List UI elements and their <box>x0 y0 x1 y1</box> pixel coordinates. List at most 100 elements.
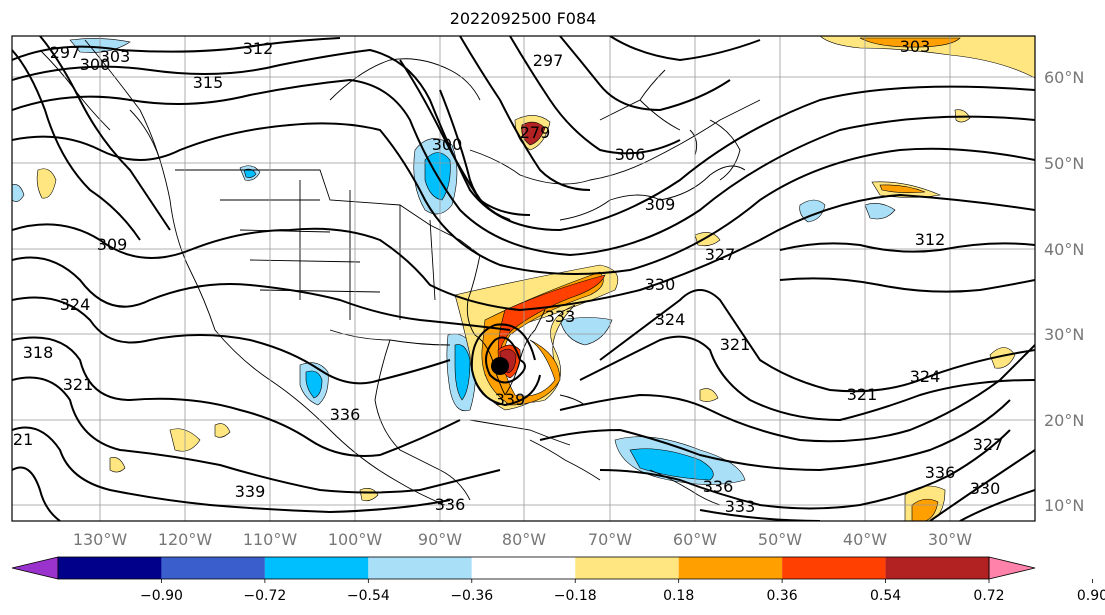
coastline-segment <box>329 58 481 101</box>
contour-line <box>579 335 1035 422</box>
contour-label: 312 <box>915 230 946 249</box>
colorbar-frame <box>57 556 990 580</box>
latitude-labels: 60°N 50°N 40°N 30°N 20°N 10°N <box>1044 68 1084 515</box>
longitude-label: 130°W <box>73 530 128 549</box>
coastline-segment <box>639 99 681 131</box>
contour-line <box>539 399 1011 472</box>
map-frame <box>11 35 1036 522</box>
longitude-label: 60°W <box>673 530 717 549</box>
contour-label: 324 <box>60 295 91 314</box>
anomaly-region <box>694 232 721 247</box>
colorbar-tick-label: 0.90 <box>1077 588 1105 604</box>
contour-line <box>509 36 681 155</box>
anomaly-region <box>629 448 714 481</box>
anomaly-region <box>859 37 961 48</box>
longitude-label: 70°W <box>588 530 632 549</box>
colorbar-extend-high <box>988 556 1036 580</box>
anomaly-region <box>12 184 25 202</box>
contour-label: 324 <box>910 367 941 386</box>
coastline-segment <box>529 439 601 481</box>
contour-line <box>12 376 501 494</box>
coastline-segment <box>559 165 746 221</box>
longitude-label: 30°W <box>928 530 972 549</box>
contour-lines <box>12 36 1035 521</box>
contour-line <box>609 36 761 62</box>
colorbar-tick-label: 0.36 <box>767 588 798 604</box>
colorbar-tick-label: −0.54 <box>347 588 390 604</box>
contour-line <box>12 37 341 61</box>
contour-line <box>559 36 731 112</box>
contour-label: 306 <box>615 145 646 164</box>
colorbar-tick-label: 0.72 <box>973 588 1004 604</box>
contour-line <box>39 36 171 231</box>
colorbar-tick-label: −0.72 <box>243 588 286 604</box>
contour-label: 303 <box>900 37 931 56</box>
colorbar-segment <box>58 557 162 579</box>
colorbar-segment <box>471 557 576 579</box>
colorbar-segment <box>575 557 679 579</box>
ocean-background <box>12 36 1035 521</box>
storm-center-marker <box>491 357 509 375</box>
contour-line <box>599 289 1035 393</box>
longitude-label: 50°W <box>758 530 802 549</box>
contour-label: 321 <box>720 335 751 354</box>
coastline-segment <box>129 109 161 161</box>
contour-label: 312 <box>243 39 274 58</box>
contour-line <box>599 429 1011 510</box>
contour-label: 327 <box>973 435 1004 454</box>
contour-label: 339 <box>495 390 526 409</box>
latitude-label: 30°N <box>1044 325 1084 344</box>
contour-line <box>779 277 1035 293</box>
coastline-segment <box>259 289 381 293</box>
contour-line <box>459 36 591 191</box>
anomaly-region <box>454 264 619 411</box>
anomaly-region <box>243 168 257 178</box>
longitude-labels: 130°W 120°W 110°W 100°W 90°W 80°W 70°W 60°W 50°W… <box>73 530 972 549</box>
contour-label: 309 <box>645 195 676 214</box>
coastline-segment <box>249 259 361 263</box>
contour-line <box>485 336 526 384</box>
contour-label: 330 <box>645 275 676 294</box>
anomaly-region <box>109 457 126 473</box>
contour-label: 336 <box>925 463 956 482</box>
latitude-label: 40°N <box>1044 240 1084 259</box>
colorbar-tick-label: 0.18 <box>663 588 694 604</box>
anomaly-region <box>36 168 57 199</box>
contour-label: 297 <box>50 43 81 62</box>
colorbar-extend-low <box>11 556 59 580</box>
contour-line <box>399 59 531 216</box>
longitude-label: 40°W <box>843 530 887 549</box>
anomaly-region <box>559 317 613 346</box>
contour-label: 300 <box>80 55 111 74</box>
colorbar-tick-label: −0.90 <box>140 588 183 604</box>
colorbar-segment <box>885 557 989 579</box>
colorbar-tick-label: −0.18 <box>554 588 597 604</box>
coastline-segment <box>504 309 546 396</box>
anomaly-region <box>879 184 926 193</box>
contour-label: 330 <box>970 479 1001 498</box>
figure-title: 2022092500 F084 <box>449 9 597 28</box>
longitude-label: 100°W <box>328 530 383 549</box>
contour-line <box>12 49 141 241</box>
contour-label: 300 <box>432 135 463 154</box>
contour-line <box>779 242 1035 253</box>
longitude-label: 80°W <box>502 530 546 549</box>
colorbar-ticks: −0.90 −0.72 −0.54 −0.36 −0.18 0.18 0.36 0.54 0.7… <box>140 579 1105 604</box>
contour-label: 336 <box>330 405 361 424</box>
colorbar-tick-label: 0.54 <box>870 588 901 604</box>
contour-line <box>559 344 1035 443</box>
coastline-segment <box>469 419 571 446</box>
latitude-label: 50°N <box>1044 154 1084 173</box>
colorbar <box>11 556 1036 580</box>
contour-label: 324 <box>655 310 686 329</box>
colorbar-segment <box>161 557 265 579</box>
contour-line <box>12 336 461 457</box>
contour-label: 303 <box>100 47 131 66</box>
contour-line <box>12 78 1035 257</box>
anomaly-region <box>699 388 719 402</box>
anomaly-region <box>521 121 546 146</box>
anomaly-region <box>819 36 1035 79</box>
